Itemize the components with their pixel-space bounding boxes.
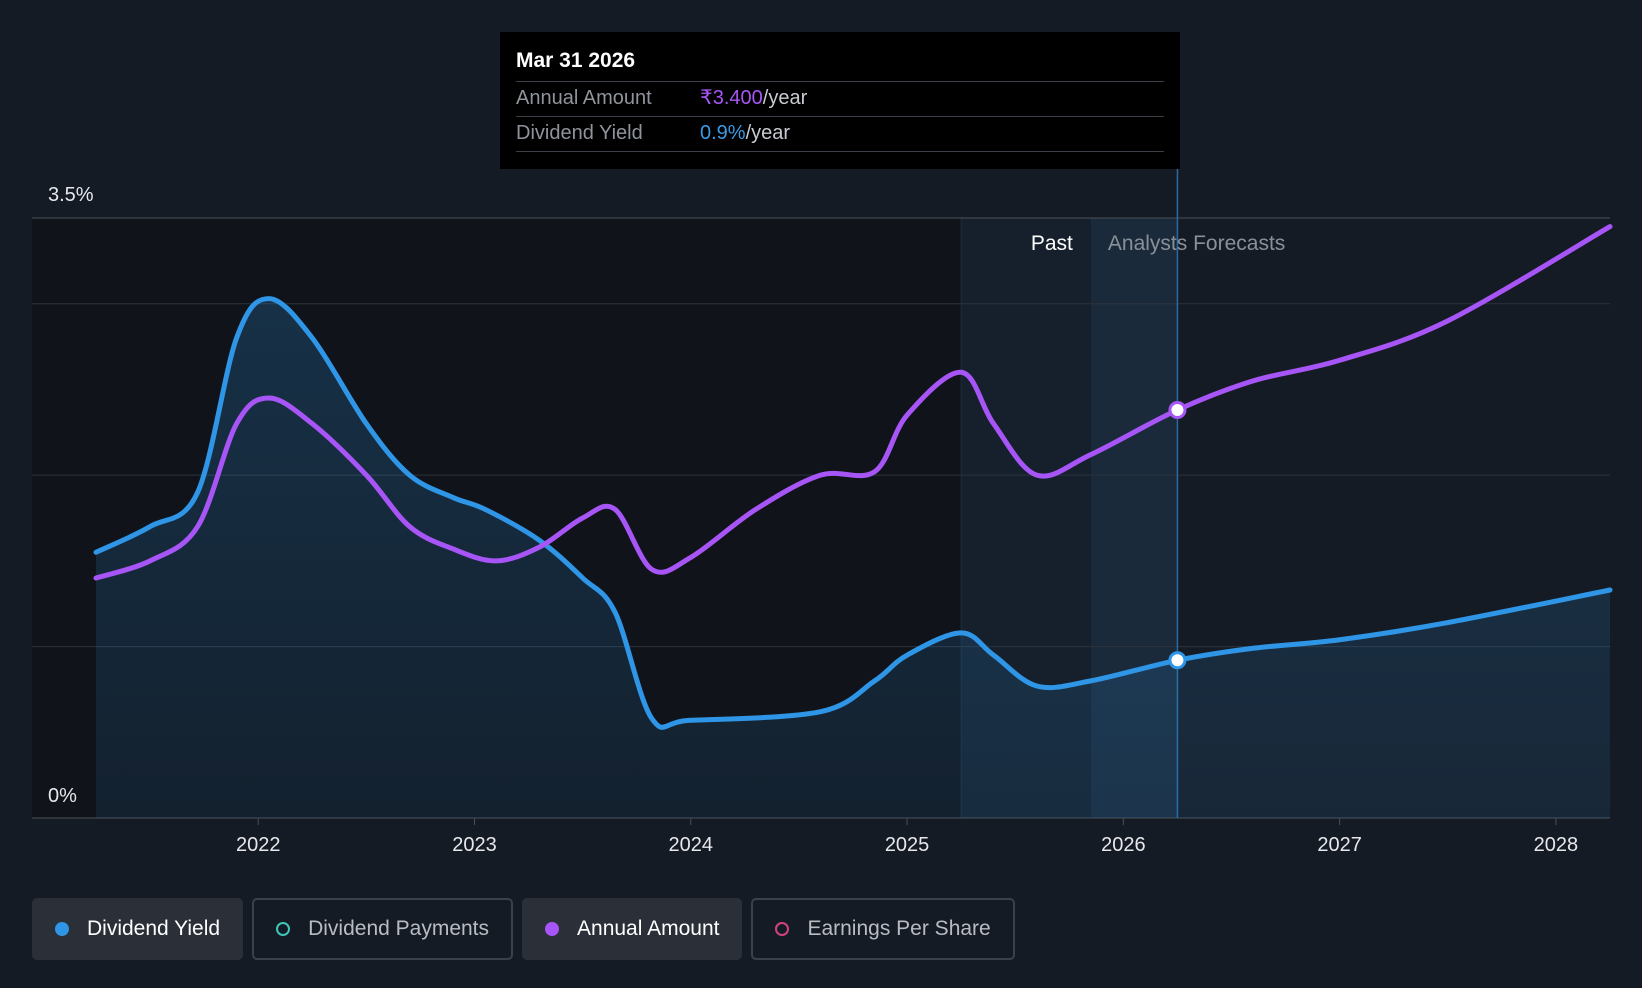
tooltip-label: Annual Amount [516, 87, 652, 109]
tooltip-row-dividend-yield: Dividend Yield 0.9% /year [516, 117, 1164, 152]
tooltip-row-annual-amount: Annual Amount ₹3.400 /year [516, 82, 1164, 117]
tooltip-label: Dividend Yield [516, 122, 643, 144]
legend-label: Dividend Yield [87, 917, 221, 940]
legend-label: Dividend Payments [308, 917, 490, 940]
dividend-yield-line [93, 296, 1613, 730]
annual-amount-line [93, 224, 1613, 581]
y-tick-label: 0% [48, 785, 77, 807]
x-tick-label: 2025 [885, 834, 930, 856]
tooltip-unit: /year [762, 87, 808, 109]
tooltip-value: ₹3.400 [700, 87, 763, 109]
legend-label: Earnings Per Share [807, 917, 991, 940]
legend-earnings-per-share[interactable]: Earnings Per Share [751, 898, 1015, 960]
legend-dividend-yield[interactable]: Dividend Yield [32, 898, 244, 960]
legend-dividend-payments[interactable]: Dividend Payments [252, 898, 514, 960]
x-tick-label: 2026 [1101, 834, 1146, 856]
legend: Dividend Yield Dividend Payments Annual … [32, 898, 1024, 960]
tooltip: Mar 31 2026 Annual Amount ₹3.400 /year D… [500, 32, 1180, 169]
tooltip-value: 0.9% [700, 122, 746, 144]
legend-dot-icon [775, 922, 790, 936]
tooltip-date: Mar 31 2026 [516, 46, 1164, 82]
x-tick-label: 2023 [452, 834, 497, 856]
legend-dot-icon [545, 922, 560, 936]
annual-amount-marker [1168, 401, 1187, 419]
dividend-yield-marker [1168, 651, 1187, 670]
x-tick-label: 2024 [669, 834, 714, 856]
x-tick-label: 2022 [236, 834, 281, 856]
legend-label: Annual Amount [577, 917, 720, 940]
x-tick-label: 2027 [1317, 834, 1362, 856]
legend-dot-icon [276, 922, 291, 936]
x-tick-label: 2028 [1534, 834, 1579, 856]
y-tick-label: 3.5% [48, 184, 94, 206]
past-label: Past [1031, 232, 1073, 255]
legend-dot-icon [55, 922, 69, 936]
forecast-label: Analysts Forecasts [1108, 232, 1285, 255]
legend-annual-amount[interactable]: Annual Amount [522, 898, 743, 960]
tooltip-unit: /year [745, 122, 791, 144]
dividend-yield-area [96, 298, 1610, 819]
